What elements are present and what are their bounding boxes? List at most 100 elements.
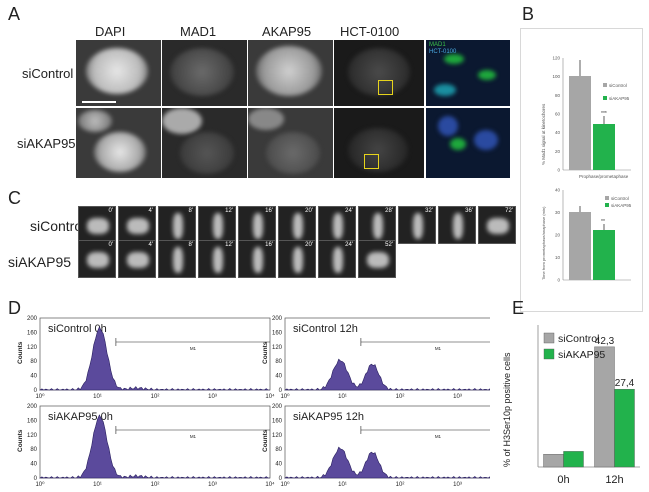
flow-ytick: 40 xyxy=(30,374,37,380)
flow-ytick: 200 xyxy=(27,404,38,410)
e-bar-siAKAP95-0h xyxy=(563,451,584,468)
e-legend-swatch-control xyxy=(543,332,555,344)
flow-xtick: 10⁰ xyxy=(35,481,45,488)
panel-letter-b: B xyxy=(522,4,535,24)
flow-ytick: 0 xyxy=(34,476,38,482)
control-time-label: 72' xyxy=(505,208,513,214)
legend-b-top-akap: siAKAP95 xyxy=(609,96,630,101)
flow-ytick: 160 xyxy=(27,418,38,424)
flow-plot-title: siAKAP95 12h xyxy=(293,411,364,423)
flow-xtick: 10² xyxy=(151,482,160,488)
akap-frame: 52' xyxy=(358,240,396,278)
flow-xtick: 10³ xyxy=(453,394,462,400)
flow-ytick: 40 xyxy=(275,374,282,380)
flow-xtick: 10³ xyxy=(208,394,217,400)
flow-cytometry-histograms: 0 40 80 120 160 200 10⁰ 10¹ 10² 10³ 10⁴ Counts siCon… xyxy=(17,316,490,488)
bar-b-top-control xyxy=(569,76,591,170)
b-bottom-ytick: 40 xyxy=(555,188,561,193)
e-legend-swatch-akap xyxy=(543,348,555,360)
flow-ytick: 40 xyxy=(275,462,282,468)
e-xtick: 0h xyxy=(557,474,569,486)
flow-xtick: 10¹ xyxy=(338,394,347,400)
control-frame: 12' xyxy=(198,206,236,244)
panel-letter-e: E xyxy=(512,298,525,318)
control-frame: 4' xyxy=(118,206,156,244)
akap-time-label: 24' xyxy=(345,242,353,248)
akap-frame: 24' xyxy=(318,240,356,278)
bar-b-bottom-akap xyxy=(593,230,615,280)
flow-ytick: 120 xyxy=(27,345,38,351)
merge-zoom-control: MAD1 HCT-0100 xyxy=(426,40,510,106)
e-legend-control: siControl xyxy=(558,333,599,345)
gate-label: M1 xyxy=(435,346,442,351)
row-label-sicontrol-a: siControl xyxy=(22,66,74,81)
row-label-sicontrol-c: siControl xyxy=(30,218,86,234)
b-top-ytick: 20 xyxy=(555,149,561,154)
akap-time-label: 0' xyxy=(108,242,113,248)
control-time-label: 4' xyxy=(148,208,153,214)
flow-xtick: 10⁴ xyxy=(265,481,275,488)
ylabel-b-bottom: Time from prometaphase/anaphase (min) xyxy=(541,206,546,280)
flow-xtick: 10³ xyxy=(208,482,217,488)
akap-time-label: 8' xyxy=(188,242,193,248)
b-bottom-ytick: 30 xyxy=(555,210,561,215)
scale-bar xyxy=(82,101,116,103)
b-top-ytick: 100 xyxy=(552,74,560,79)
akap-time-label: 52' xyxy=(385,242,393,248)
flow-ylabel: Counts xyxy=(262,341,269,364)
flow-ytick: 0 xyxy=(34,388,38,394)
flow-xtick: 10¹ xyxy=(93,394,102,400)
legend-b-bottom-control: siControl xyxy=(611,196,629,201)
panel-letter-d: D xyxy=(8,298,21,318)
flow-ytick: 200 xyxy=(272,404,283,410)
histogram-0: 0 40 80 120 160 200 10⁰ 10¹ 10² 10³ 10⁴ Counts siCon… xyxy=(17,316,275,400)
flow-histogram-area xyxy=(283,358,490,391)
control-frame: 24' xyxy=(318,206,356,244)
control-frame: 28' xyxy=(358,206,396,244)
b-bottom-ytick: 20 xyxy=(555,233,561,238)
gate-label: M1 xyxy=(435,434,442,439)
flow-ytick: 0 xyxy=(279,388,283,394)
akap-frame: 20' xyxy=(278,240,316,278)
xlabel-b-top: Prophase/prometaphase xyxy=(579,174,629,179)
sig-b-top: *** xyxy=(601,111,607,117)
flow-ytick: 80 xyxy=(275,359,282,365)
flow-histogram-area xyxy=(38,326,270,391)
flow-ytick: 80 xyxy=(30,447,37,453)
e-bar-siAKAP95-12h xyxy=(614,388,635,468)
histogram-2: 0 40 80 120 160 200 10⁰ 10¹ 10² 10³ 10⁴ Counts siAKA… xyxy=(17,404,275,488)
merge-legend-hct: HCT-0100 xyxy=(429,49,457,55)
flow-ylabel: Counts xyxy=(262,429,269,452)
panel-letter-c: C xyxy=(8,188,21,208)
panel-b-frame xyxy=(520,28,643,312)
flow-ytick: 160 xyxy=(272,418,283,424)
control-frame: 72' xyxy=(478,206,516,244)
control-time-label: 16' xyxy=(265,208,273,214)
flow-ytick: 160 xyxy=(272,330,283,336)
micrograph-akap95-control xyxy=(248,40,333,106)
gate-label: M1 xyxy=(190,434,197,439)
flow-xtick: 10¹ xyxy=(338,482,347,488)
control-frame: 32' xyxy=(398,206,436,244)
flow-ytick: 120 xyxy=(272,345,283,351)
akap-frame: 4' xyxy=(118,240,156,278)
control-frame: 16' xyxy=(238,206,276,244)
zoom-box-akap xyxy=(364,154,379,169)
b-top-ytick: 120 xyxy=(552,56,560,61)
sig-b-bottom: ** xyxy=(601,219,605,225)
legend-b-bottom-akap: siAKAP95 xyxy=(611,203,632,208)
flow-xtick: 10¹ xyxy=(93,482,102,488)
bar-b-top-akap xyxy=(593,124,615,170)
flow-xtick: 10⁰ xyxy=(35,393,45,400)
micrograph-hct-akap xyxy=(334,108,424,178)
row-label-siakap95-a: siAKAP95 xyxy=(17,136,76,151)
micrograph-dapi-control xyxy=(76,40,161,106)
akap-frame: 0' xyxy=(78,240,116,278)
e-bar-siControl-0h xyxy=(543,454,564,468)
flow-xtick: 10⁰ xyxy=(280,481,290,488)
micrograph-akap95-akap xyxy=(248,108,333,178)
panel-letter-a: A xyxy=(8,4,21,24)
control-time-label: 24' xyxy=(345,208,353,214)
akap-time-label: 4' xyxy=(148,242,153,248)
